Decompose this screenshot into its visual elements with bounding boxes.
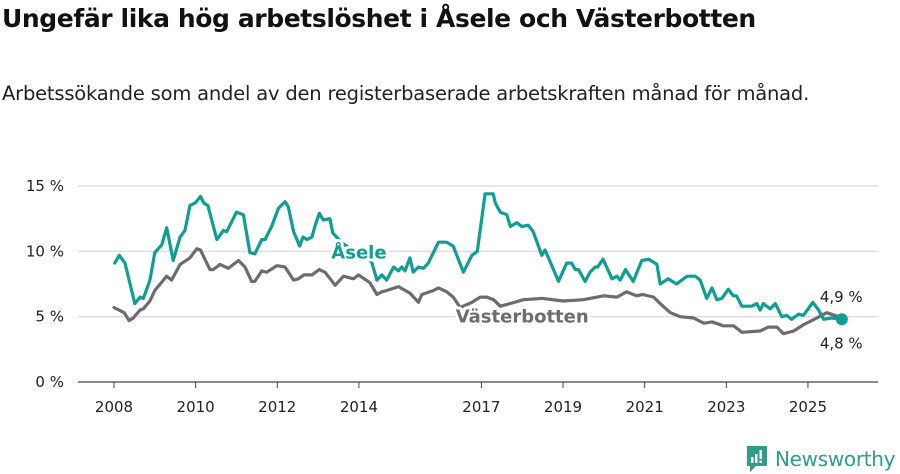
- x-tick-label: 2025: [789, 398, 827, 416]
- x-tick-label: 2014: [340, 398, 378, 416]
- brand-name: Newsworthy: [775, 447, 896, 471]
- x-tick-label: 2008: [95, 398, 133, 416]
- y-tick-label: 10 %: [26, 242, 64, 260]
- series-line-vasterbotten: [112, 247, 844, 336]
- series-line-asele: [113, 192, 844, 321]
- x-tick-label: 2010: [177, 398, 215, 416]
- series-label-asele: Åsele: [331, 241, 386, 264]
- y-tick-label: 15 %: [26, 177, 64, 195]
- chart-title: Ungefär lika hög arbetslöshet i Åsele oc…: [2, 4, 756, 33]
- x-tick-label: 2019: [544, 398, 582, 416]
- y-tick-label: 0 %: [35, 373, 64, 391]
- x-tick-label: 2023: [707, 398, 745, 416]
- x-tick-label: 2017: [462, 398, 500, 416]
- chart-subtitle: Arbetssökande som andel av den registerb…: [2, 82, 810, 105]
- newsworthy-chart-icon: [747, 446, 767, 472]
- series-label-vasterbotten: Västerbotten: [456, 307, 589, 328]
- end-label-asele: 4,8 %: [820, 334, 863, 352]
- x-tick-label: 2012: [258, 398, 296, 416]
- y-tick-label: 5 %: [35, 308, 64, 326]
- newsworthy-logo: Newsworthy: [745, 444, 896, 474]
- end-point-asele: [835, 313, 848, 326]
- end-label-vasterbotten: 4,9 %: [820, 288, 863, 306]
- x-tick-label: 2021: [626, 398, 664, 416]
